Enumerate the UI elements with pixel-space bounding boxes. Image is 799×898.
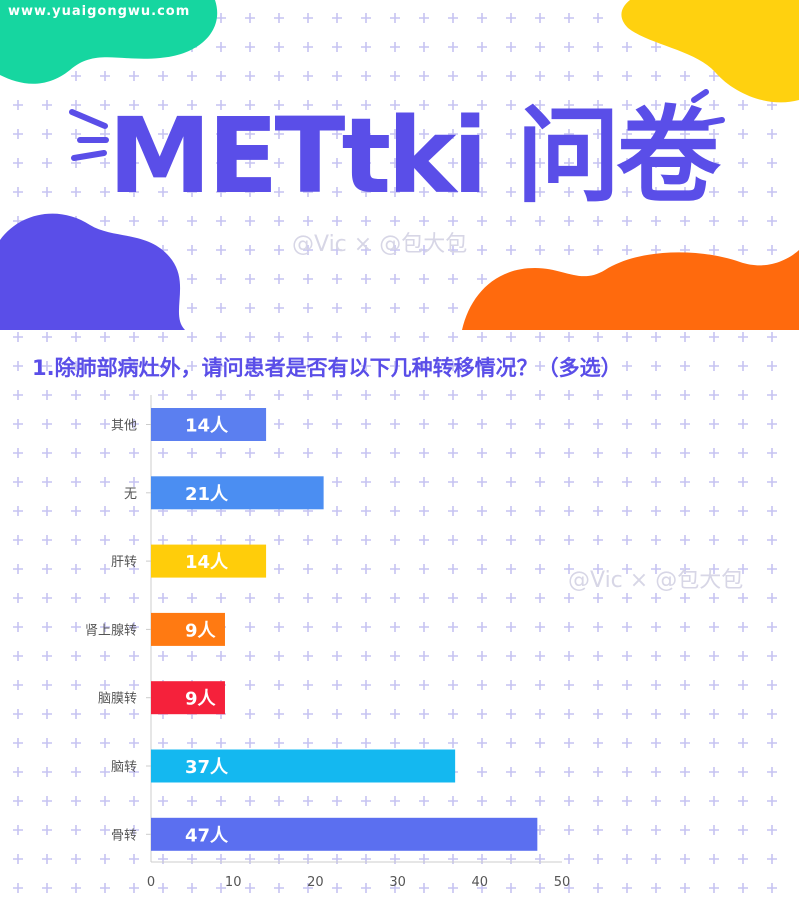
credit-watermark-chart: @Vic × @包大包 xyxy=(568,568,744,593)
category-label-2: 肝转 xyxy=(111,555,137,570)
bar-6 xyxy=(151,817,538,851)
x-tick-label-4: 40 xyxy=(472,875,489,890)
x-tick-label-3: 30 xyxy=(389,875,406,890)
page-title: METtki 问卷 xyxy=(108,95,720,217)
bar-value-label-6: 47人 xyxy=(185,825,229,846)
purple-blob xyxy=(0,213,185,330)
bar-2 xyxy=(151,544,267,578)
teal-blob xyxy=(0,0,218,84)
category-label-5: 脑转 xyxy=(111,760,137,775)
category-label-0: 其他 xyxy=(111,419,137,434)
x-tick-label-1: 10 xyxy=(225,875,242,890)
bar-5 xyxy=(151,749,456,783)
credit-watermark-top: @Vic × @包大包 xyxy=(292,232,468,257)
x-tick-label-2: 20 xyxy=(307,875,324,890)
x-tick-label-0: 0 xyxy=(147,875,155,890)
bar-4 xyxy=(151,681,225,715)
category-label-1: 无 xyxy=(124,487,137,502)
bar-0 xyxy=(151,408,267,441)
bar-1 xyxy=(151,476,324,510)
bar-value-label-5: 37人 xyxy=(185,757,229,778)
bar-value-label-1: 21人 xyxy=(185,484,229,505)
chart-title: 1.除肺部病灶外，请问患者是否有以下几种转移情况？（多选） xyxy=(32,356,622,380)
bar-value-label-3: 9人 xyxy=(185,620,217,641)
category-label-3: 肾上腺转 xyxy=(85,623,137,638)
orange-blob xyxy=(462,250,799,330)
bar-value-label-0: 14人 xyxy=(185,416,229,437)
bar-value-label-4: 9人 xyxy=(185,689,217,710)
yellow-blob xyxy=(621,0,799,103)
category-label-4: 脑膜转 xyxy=(98,692,137,707)
bar-3 xyxy=(151,612,225,646)
category-label-6: 骨转 xyxy=(111,828,137,843)
x-tick-label-5: 50 xyxy=(554,875,571,890)
site-watermark: www.yuaigongwu.com xyxy=(8,4,191,19)
title-accent-strokes xyxy=(69,89,725,161)
bar-value-label-2: 14人 xyxy=(185,552,229,573)
